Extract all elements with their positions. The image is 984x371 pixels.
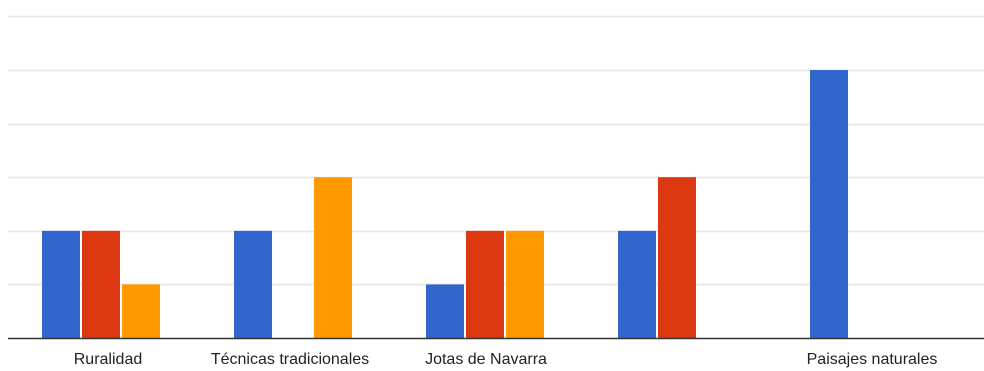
x-axis-labels: Ruralidad Técnicas tradicionales Jotas de …	[74, 351, 938, 368]
bars	[42, 70, 848, 338]
bar-cat2-series0	[426, 284, 464, 338]
bar-cat2-series2	[506, 230, 544, 338]
bar-cat1-series2	[314, 177, 352, 338]
bar-cat3-series0	[618, 230, 656, 338]
bar-cat4-series0	[810, 70, 848, 338]
bar-cat2-series1	[466, 230, 504, 338]
bar-cat0-series0	[42, 230, 80, 338]
x-tick-label-1: Técnicas tradicionales	[211, 351, 369, 368]
x-tick-label-2: Jotas de Navarra	[425, 351, 547, 368]
x-tick-label-0: Ruralidad	[74, 351, 142, 368]
bar-cat1-series0	[234, 230, 272, 338]
bar-cat0-series1	[82, 230, 120, 338]
bar-cat0-series2	[122, 284, 160, 338]
bar-cat3-series1	[658, 177, 696, 338]
x-tick-label-4: Paisajes naturales	[807, 351, 938, 368]
